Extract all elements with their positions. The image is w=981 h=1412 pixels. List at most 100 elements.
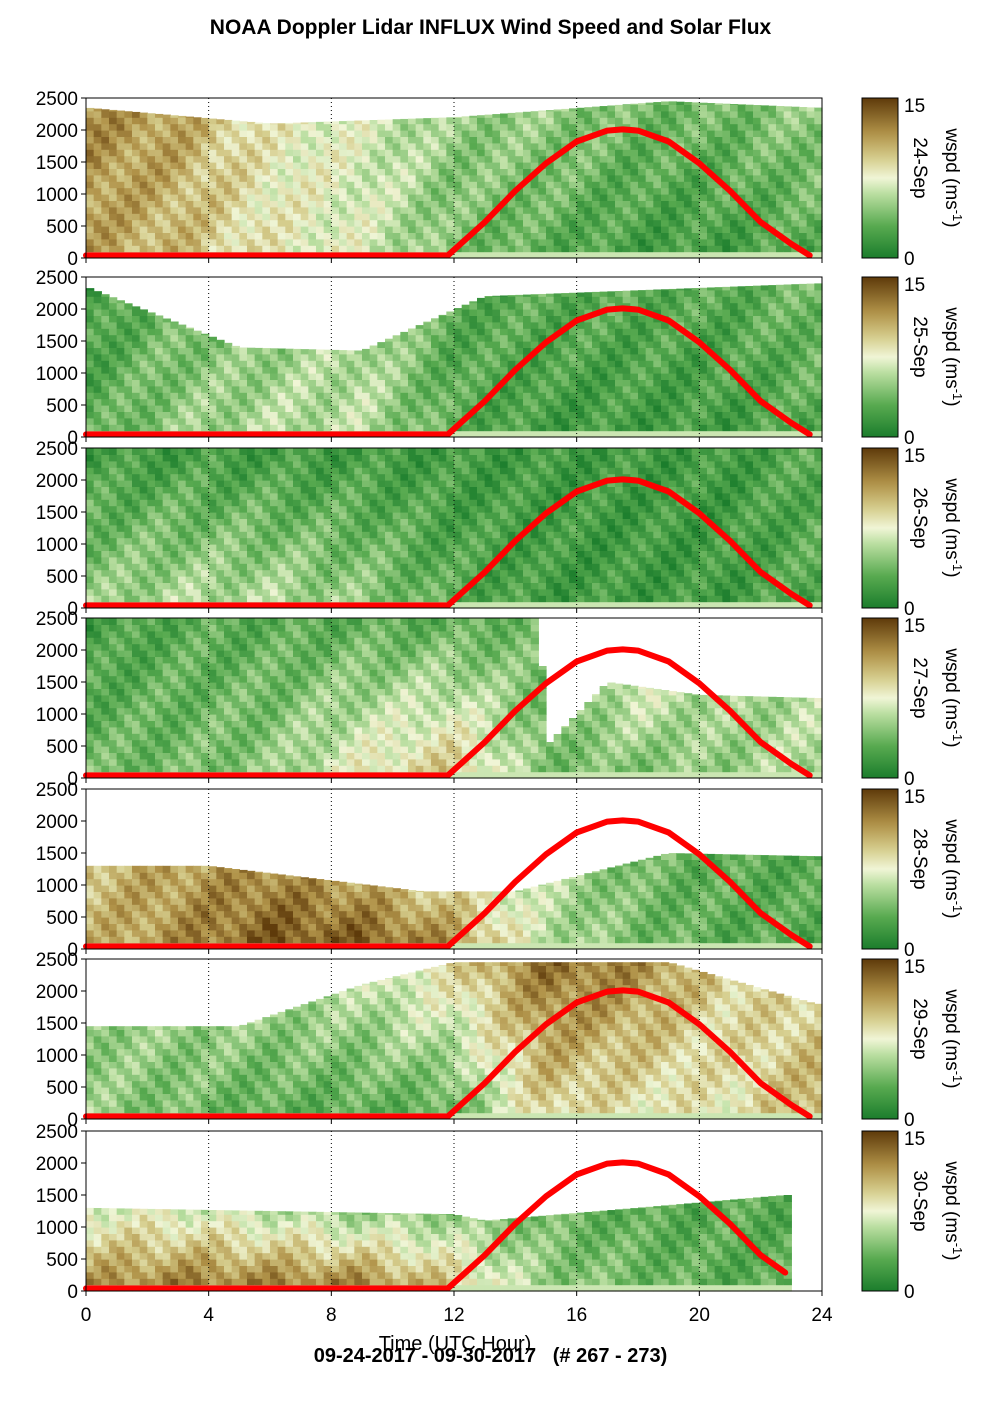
wind-speed-cell xyxy=(684,385,693,393)
wind-speed-cell xyxy=(791,392,800,400)
wind-speed-cell xyxy=(224,569,233,577)
wind-speed-cell xyxy=(224,373,233,380)
wind-speed-cell xyxy=(431,360,440,368)
wind-speed-cell xyxy=(477,117,486,125)
wind-speed-cell xyxy=(369,417,378,425)
wind-speed-cell xyxy=(300,366,309,374)
wind-speed-cell xyxy=(185,123,194,131)
wind-speed-cell xyxy=(638,206,647,214)
wind-speed-cell xyxy=(362,226,371,233)
wind-speed-cell xyxy=(484,321,493,329)
wind-speed-cell xyxy=(331,385,340,393)
wind-speed-cell xyxy=(400,187,409,195)
wind-speed-cell xyxy=(423,187,432,195)
wind-speed-cell xyxy=(109,448,118,455)
wind-speed-cell xyxy=(500,113,509,118)
wind-speed-cell xyxy=(109,454,118,462)
wind-speed-cell xyxy=(293,417,302,425)
wind-speed-cell xyxy=(216,360,225,368)
wind-speed-cell xyxy=(116,162,125,169)
wind-speed-cell xyxy=(400,123,409,131)
wind-speed-cell xyxy=(454,219,463,227)
wind-speed-cell xyxy=(484,130,493,137)
wind-speed-cell xyxy=(423,373,432,380)
wind-speed-cell xyxy=(354,385,363,393)
wind-speed-cell xyxy=(638,398,647,406)
wind-speed-cell xyxy=(507,136,516,144)
wind-speed-cell xyxy=(753,424,762,432)
wind-speed-cell xyxy=(201,448,210,455)
wind-speed-cell xyxy=(231,576,240,583)
wind-speed-cell xyxy=(415,328,424,336)
wind-speed-cell xyxy=(132,162,141,169)
wind-speed-cell xyxy=(699,110,708,118)
wind-speed-cell xyxy=(247,499,256,507)
wind-speed-cell xyxy=(492,315,501,323)
wind-speed-cell xyxy=(599,117,608,125)
wind-speed-cell xyxy=(538,328,547,336)
wind-speed-cell xyxy=(132,569,141,577)
wind-speed-cell xyxy=(684,392,693,400)
wind-speed-cell xyxy=(676,385,685,393)
wind-speed-cell xyxy=(484,334,493,342)
wind-speed-cell xyxy=(438,315,447,323)
wind-speed-cell xyxy=(408,130,417,137)
wind-speed-cell xyxy=(132,168,141,176)
wind-speed-cell xyxy=(454,411,463,419)
wind-speed-cell xyxy=(477,168,486,176)
wind-speed-cell xyxy=(109,398,118,406)
wind-speed-cell xyxy=(392,149,401,157)
wind-speed-cell xyxy=(385,385,394,393)
wind-speed-cell xyxy=(155,460,164,468)
wind-speed-cell xyxy=(592,232,601,240)
wind-speed-cell xyxy=(101,360,110,368)
wind-speed-cell xyxy=(546,117,555,125)
wind-speed-cell xyxy=(661,328,670,336)
wind-speed-cell xyxy=(806,417,815,425)
wind-speed-cell xyxy=(645,379,654,387)
wind-speed-cell xyxy=(814,251,823,259)
wind-speed-cell xyxy=(247,392,256,400)
wind-speed-cell xyxy=(791,136,800,144)
wind-speed-cell xyxy=(768,110,777,118)
wind-speed-cell xyxy=(124,155,133,163)
wind-speed-cell xyxy=(484,206,493,214)
wind-speed-cell xyxy=(415,424,424,432)
wind-speed-cell xyxy=(622,398,631,406)
wind-speed-cell xyxy=(714,334,723,342)
wind-speed-cell xyxy=(101,411,110,419)
wind-speed-cell xyxy=(270,123,279,125)
wind-speed-cell xyxy=(262,524,271,532)
wind-speed-cell xyxy=(362,187,371,195)
wind-speed-cell xyxy=(124,174,133,182)
wind-speed-cell xyxy=(124,321,133,329)
wind-speed-cell xyxy=(170,321,179,323)
wind-speed-cell xyxy=(477,430,486,438)
wind-speed-cell xyxy=(415,379,424,387)
wind-speed-cell xyxy=(799,219,808,227)
wind-speed-cell xyxy=(109,155,118,163)
wind-speed-cell xyxy=(745,136,754,144)
wind-speed-cell xyxy=(308,155,317,163)
wind-speed-cell xyxy=(469,130,478,137)
wind-speed-cell xyxy=(461,174,470,182)
wind-speed-cell xyxy=(645,385,654,393)
wind-speed-cell xyxy=(446,149,455,157)
wind-speed-cell xyxy=(316,200,325,208)
wind-speed-cell xyxy=(116,136,125,144)
wind-speed-cell xyxy=(622,174,631,182)
wind-speed-cell xyxy=(254,168,263,176)
wind-speed-cell xyxy=(323,181,332,189)
wind-speed-cell xyxy=(431,174,440,182)
wind-speed-cell xyxy=(553,155,562,163)
wind-speed-cell xyxy=(270,238,279,246)
wind-speed-cell xyxy=(385,232,394,240)
wind-speed-cell xyxy=(484,238,493,246)
wind-speed-cell xyxy=(584,142,593,150)
wind-speed-cell xyxy=(684,424,693,432)
wind-speed-cell xyxy=(676,238,685,246)
wind-speed-cell xyxy=(323,226,332,233)
wind-speed-cell xyxy=(155,168,164,176)
wind-speed-cell xyxy=(147,194,156,201)
wind-speed-cell xyxy=(707,411,716,419)
